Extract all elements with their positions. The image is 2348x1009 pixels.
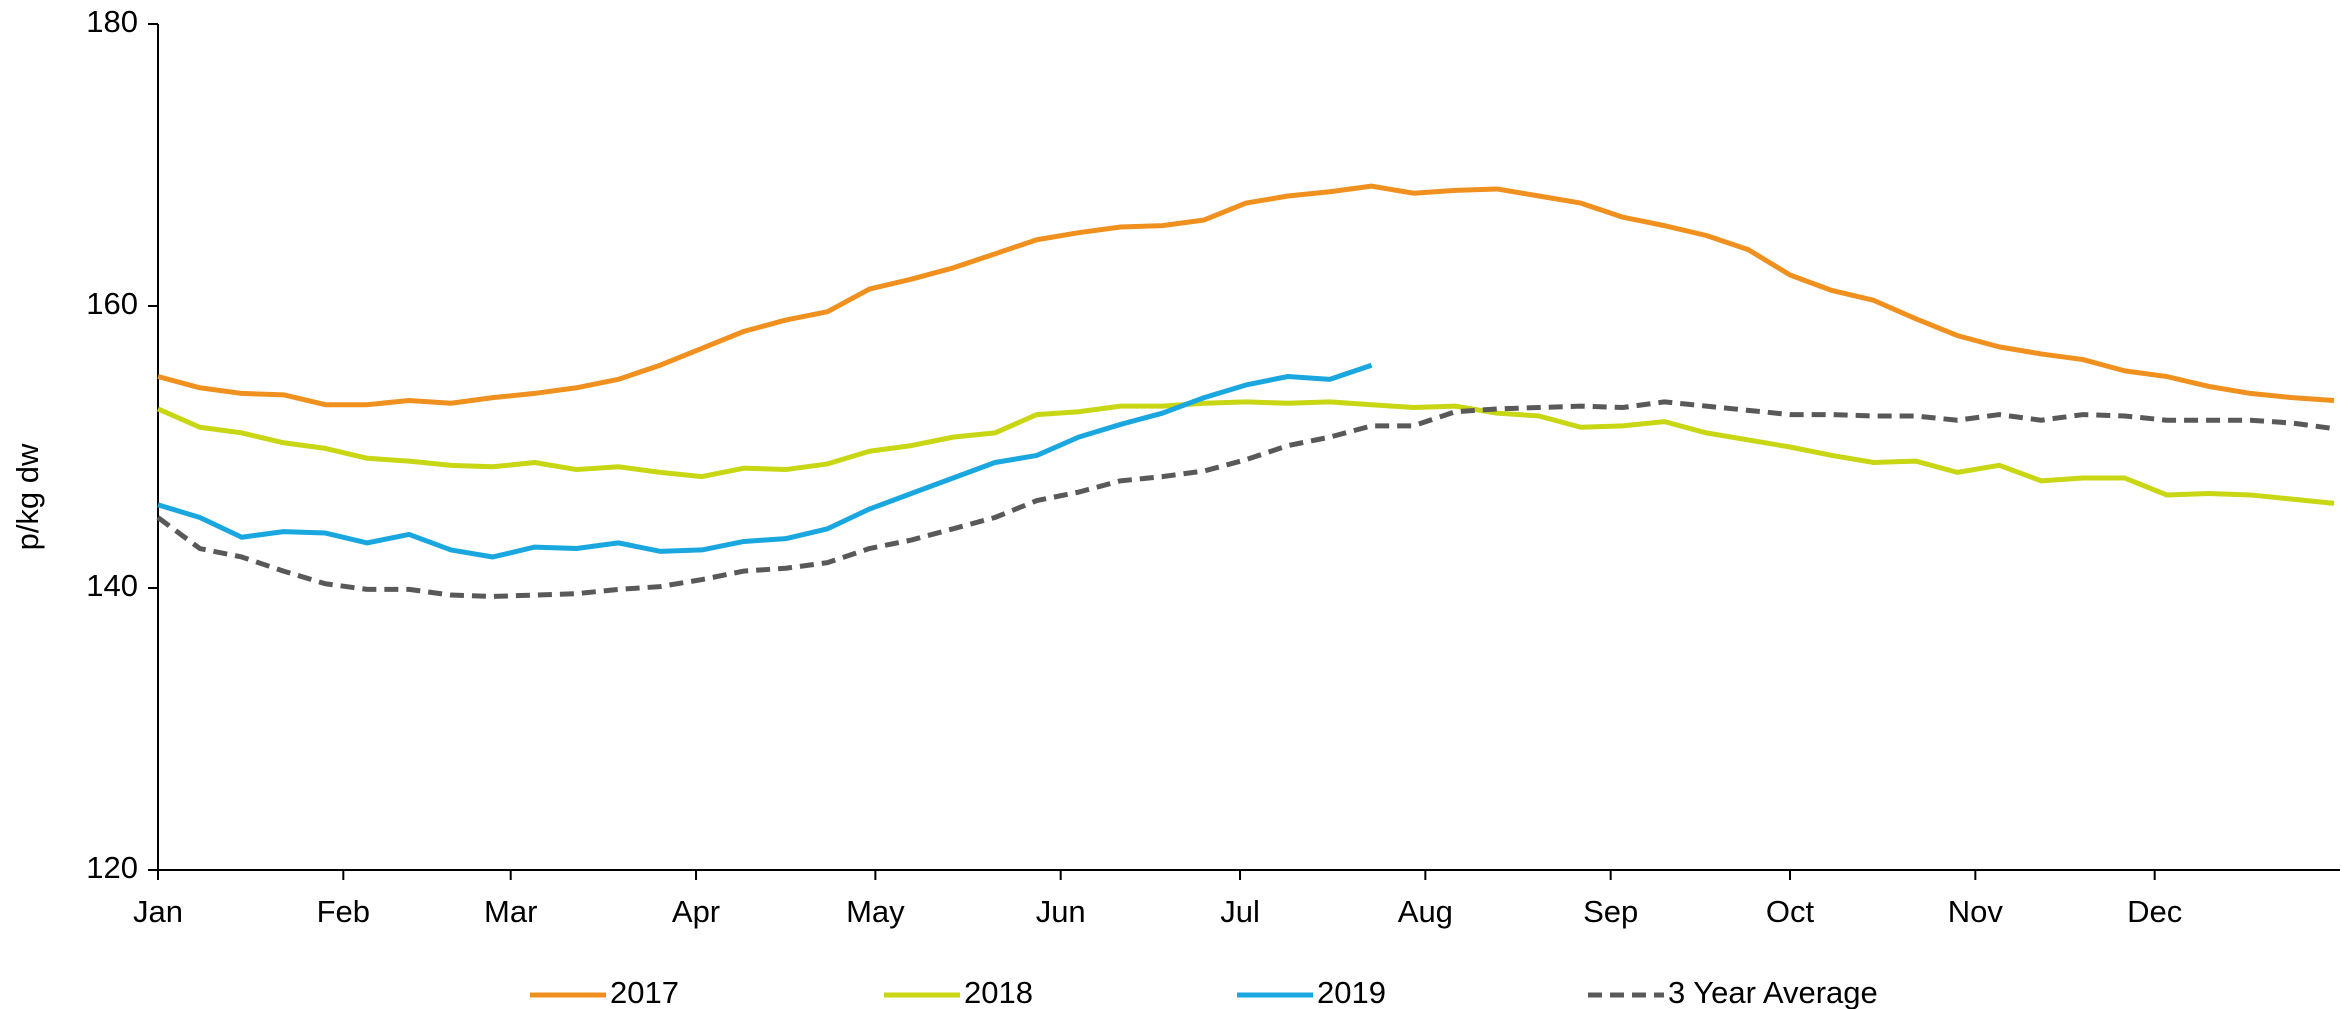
- legend-label: 2017: [610, 975, 679, 1009]
- x-tick-label: Dec: [2127, 894, 2182, 929]
- x-tick-label: Jun: [1036, 894, 1086, 929]
- y-tick-label: 160: [86, 286, 138, 321]
- x-tick-label: Oct: [1766, 894, 1815, 929]
- y-tick-label: 140: [86, 568, 138, 603]
- x-tick-label: Jul: [1220, 894, 1260, 929]
- x-tick-label: May: [846, 894, 905, 929]
- series-line: [157, 362, 1373, 560]
- x-tick-label: Jan: [133, 894, 183, 929]
- legend-label: 3 Year Average: [1668, 975, 1878, 1009]
- y-tick-label: 120: [86, 850, 138, 885]
- series-line: [157, 183, 2335, 408]
- x-tick-label: Aug: [1398, 894, 1453, 929]
- x-tick-label: Sep: [1583, 894, 1638, 929]
- series-line: [156, 399, 2335, 506]
- y-tick-label: 180: [86, 4, 138, 39]
- x-tick-label: Mar: [484, 894, 537, 929]
- series-line: [156, 399, 2335, 599]
- x-tick-label: Feb: [317, 894, 370, 929]
- x-tick-label: Apr: [672, 894, 720, 929]
- y-axis-title: p/kg dw: [10, 443, 45, 550]
- x-tick-label: Nov: [1948, 894, 2004, 929]
- legend-label: 2019: [1317, 975, 1386, 1009]
- legend-label: 2018: [964, 975, 1033, 1009]
